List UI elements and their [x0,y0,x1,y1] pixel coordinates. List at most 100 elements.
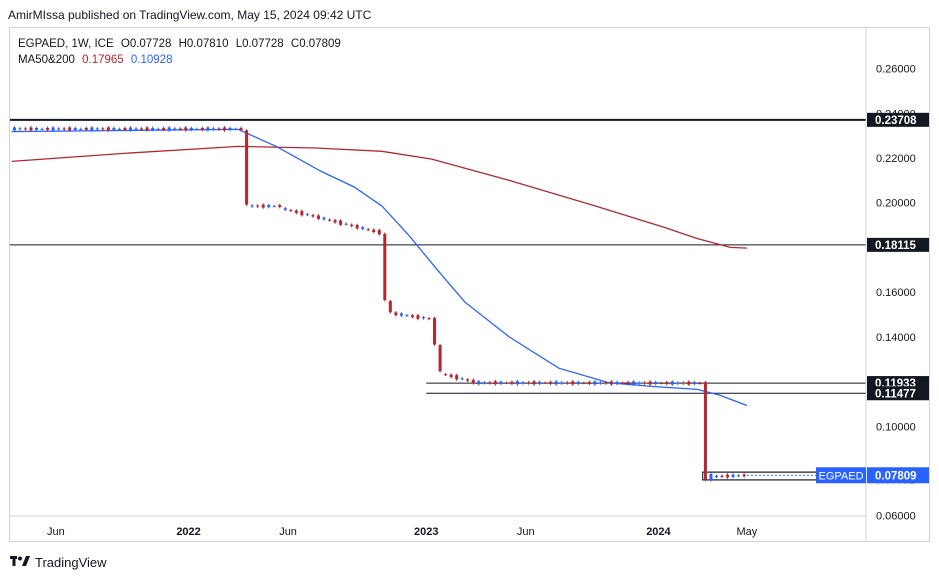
candle-body [51,127,55,131]
last-price-bg [867,467,929,484]
symbol-badge-bg [816,467,866,484]
tradingview-brand-text: TradingView [35,554,107,570]
candle-body [466,379,470,381]
candle-body [538,381,542,384]
candle-body [211,128,215,130]
candle-body [499,381,503,384]
candle-body [593,381,597,385]
candle-body [504,382,508,384]
candle [692,380,696,386]
candle-body [46,127,50,130]
candle-body [515,381,519,385]
candle [222,126,227,132]
candle [211,127,215,131]
candle [471,378,475,385]
candle-body [493,381,497,385]
candle [499,380,503,386]
candle [79,127,83,131]
candle-body [311,215,315,217]
candle [543,381,547,385]
open-label: O [120,38,130,50]
ma200-value: 0.10928 [130,54,173,66]
candle [460,377,464,381]
candle [272,204,276,208]
candle-body [234,128,238,130]
candle [587,380,591,386]
close-value: 0.07809 [299,38,341,50]
candle-body [433,317,437,345]
candle [554,380,558,386]
candle-body [632,381,636,385]
candle-body [654,382,658,385]
candle [283,206,287,212]
candle [626,380,630,386]
candle [560,381,564,385]
x-tick-label: 2024 [646,526,671,538]
open-value: 0.07728 [129,38,172,50]
candle [112,126,116,132]
candle [455,373,459,381]
candle [29,126,33,132]
candle-body [372,229,376,233]
candle [532,379,536,386]
candle-body [239,127,243,130]
y-tick-label: 0.06000 [876,511,916,523]
candle-body [217,128,221,130]
plot-layer [10,118,866,482]
candle-body [620,382,625,384]
candle-body [173,128,177,130]
candle-body [300,210,304,216]
candle-body [687,381,691,385]
candle-body [12,127,16,131]
candle-body [527,382,531,384]
candle-body [571,381,575,385]
candle [84,126,88,132]
candle [366,227,370,232]
level-price-tag: 0.23708 [867,112,929,127]
candle [372,228,376,234]
level-tag-bg [867,112,929,127]
candle-body [167,127,171,131]
candle-body [29,127,33,131]
level-tag-label: 0.18115 [875,240,917,252]
candle-body [84,127,88,130]
candle [106,126,110,132]
y-tick-label: 0.26000 [876,64,916,76]
candle-body [737,475,741,477]
candle-body [151,127,155,130]
candle-body [720,475,724,477]
candle-body [648,381,652,385]
candle-body [95,128,99,130]
candle-body [477,381,481,385]
chart-frame [9,27,930,542]
candle [493,379,497,386]
candle [504,381,508,385]
candle [256,204,260,208]
tradingview-brand[interactable]: TradingView [10,554,107,570]
candle [709,472,713,482]
range-box [702,471,866,481]
y-tick-label: 0.10000 [876,421,916,433]
candle [549,380,553,386]
candle-body [643,382,647,384]
candle-body [339,220,343,225]
candle [184,126,188,132]
candle [195,127,199,131]
candle-body [670,381,674,385]
candle-body [615,381,619,384]
candle-body [40,128,44,130]
candle-body [206,127,210,131]
candle [737,474,741,478]
candle [18,127,22,131]
candle-body [123,127,127,130]
candle-body [582,382,586,384]
candle [698,381,702,385]
candle [637,381,641,385]
chart-legend: EGPAED, 1W, ICE O0.07728 H0.07810 L0.077… [18,36,341,68]
candle-body [256,205,260,207]
candle [714,474,719,479]
candle-body [322,217,326,220]
candle-body [692,382,696,385]
candle [300,209,304,217]
